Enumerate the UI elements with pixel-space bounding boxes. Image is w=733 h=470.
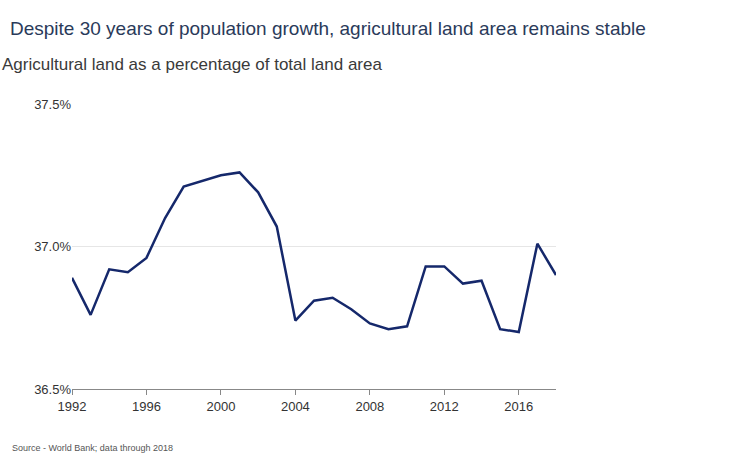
svg-text:1992: 1992 xyxy=(58,399,87,414)
svg-text:2004: 2004 xyxy=(281,399,310,414)
svg-text:37.0%: 37.0% xyxy=(34,239,71,254)
svg-text:2000: 2000 xyxy=(206,399,235,414)
svg-text:Source - World Bank; data thro: Source - World Bank; data through 2018 xyxy=(12,443,173,453)
svg-text:2012: 2012 xyxy=(430,399,459,414)
svg-text:37.5%: 37.5% xyxy=(34,97,71,112)
svg-text:1996: 1996 xyxy=(132,399,161,414)
svg-text:Despite 30 years of population: Despite 30 years of population growth, a… xyxy=(10,18,646,39)
svg-text:2008: 2008 xyxy=(355,399,384,414)
svg-text:36.5%: 36.5% xyxy=(34,382,71,397)
svg-text:2016: 2016 xyxy=(504,399,533,414)
svg-text:Agricultural land as a percent: Agricultural land as a percentage of tot… xyxy=(2,55,382,74)
